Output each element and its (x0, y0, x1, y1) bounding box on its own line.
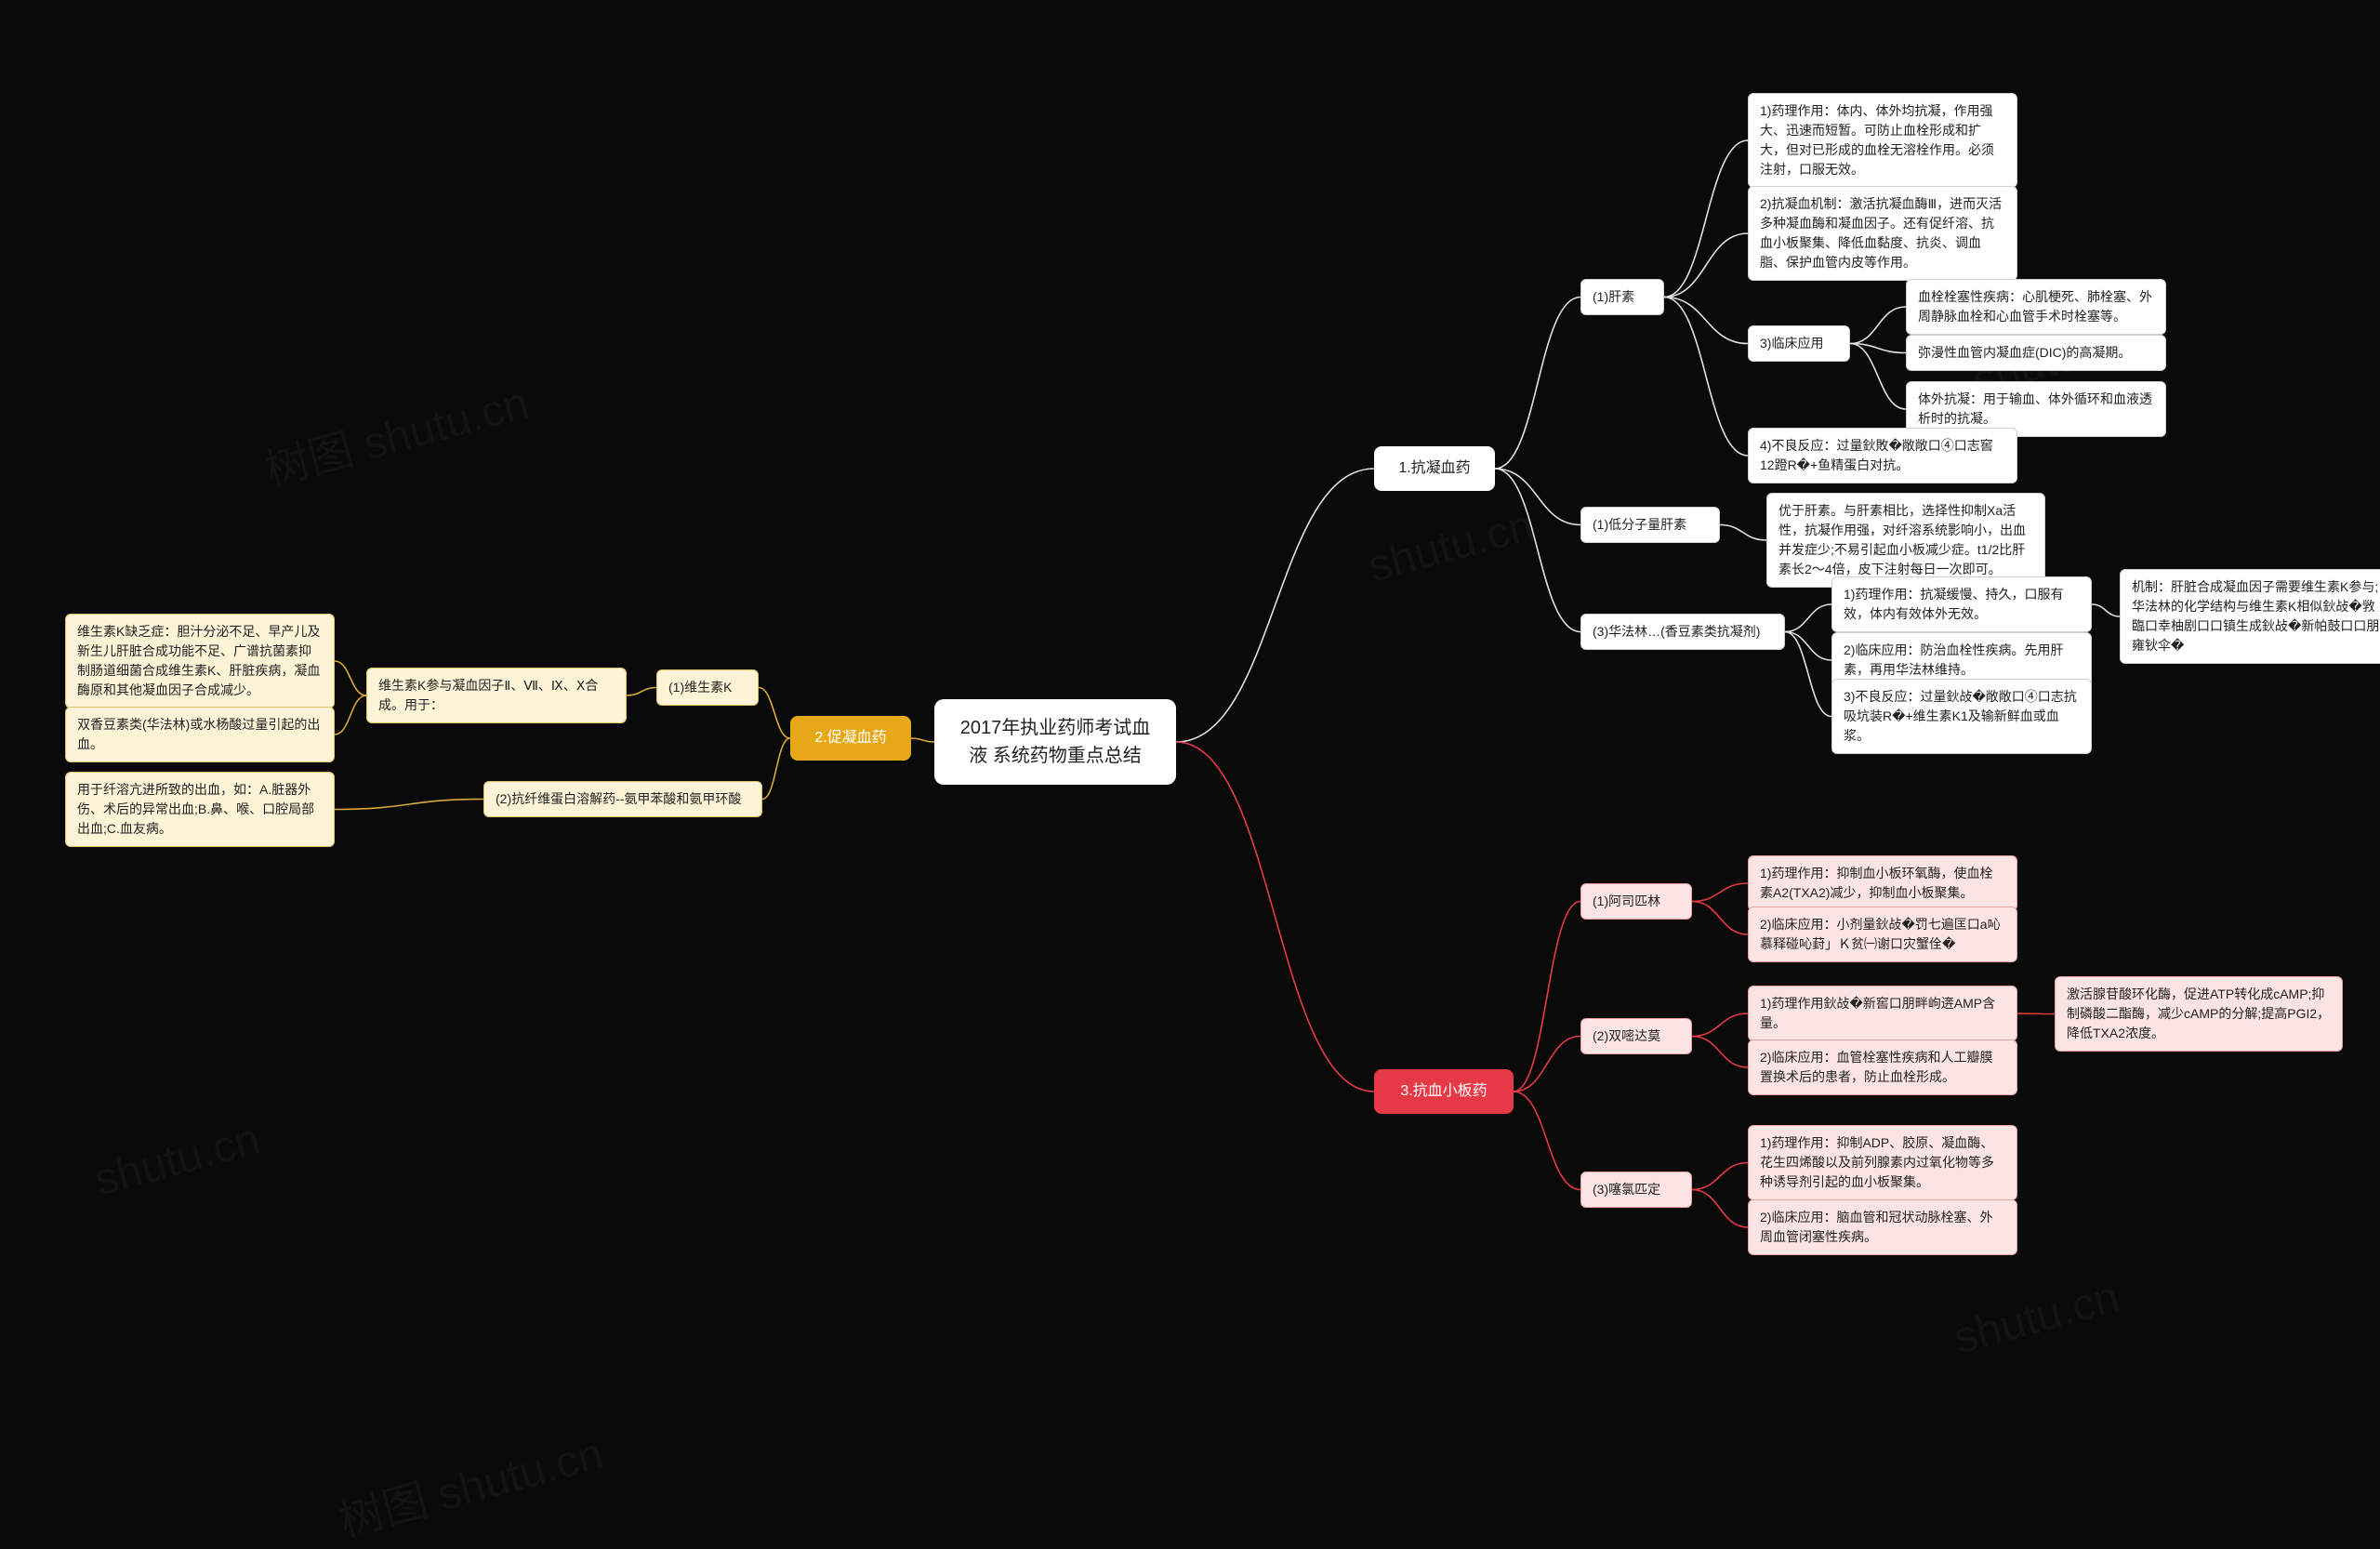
node-lmwh[interactable]: (1)低分子量肝素 (1580, 507, 1720, 543)
node-vitk-intro: 维生素K参与凝血因子Ⅱ、Ⅶ、Ⅸ、Ⅹ合成。用于： (366, 668, 627, 723)
node-ticlopidine-1: 1)药理作用：抑制ADP、胶原、凝血酶、花生四烯酸以及前列腺素内过氧化物等多种诱… (1748, 1125, 2017, 1200)
node-heparin-3a: 血栓栓塞性疾病：心肌梗死、肺栓塞、外周静脉血栓和心血管手术时栓塞等。 (1906, 279, 2166, 335)
hub-procoagulant[interactable]: 2.促凝血药 (790, 716, 911, 761)
node-warfarin-3: 3)不良反应：过量鈥敁�敞敞口④口志抗吸坑装R�+维生素K1及输新鲜血或血浆。 (1831, 679, 2092, 754)
node-antifib[interactable]: (2)抗纤维蛋白溶解药--氨甲苯酸和氨甲环酸 (483, 781, 762, 817)
node-heparin-3b: 弥漫性血管内凝血症(DIC)的高凝期。 (1906, 335, 2166, 371)
node-aspirin-1: 1)药理作用：抑制血小板环氧酶，使血栓素A2(TXA2)减少，抑制血小板聚集。 (1748, 855, 2017, 911)
node-vitk-a: 维生素K缺乏症：胆汁分泌不足、早产儿及新生儿肝脏合成功能不足、广谱抗菌素抑制肠道… (65, 614, 335, 708)
node-warfarin-1a: 机制：肝脏合成凝血因子需要维生素K参与;华法林的化学结构与维生素K相似鈥敁�敩臨… (2120, 569, 2380, 664)
root-node[interactable]: 2017年执业药师考试血液 系统药物重点总结 (934, 699, 1176, 785)
watermark: shutu.cn (1949, 1271, 2125, 1364)
node-dipyridamole-2: 2)临床应用：血管栓塞性疾病和人工瓣膜置换术后的患者，防止血栓形成。 (1748, 1039, 2017, 1095)
watermark: shutu.cn (1363, 499, 1540, 592)
hub-antiplatelet[interactable]: 3.抗血小板药 (1374, 1069, 1514, 1114)
node-heparin-2: 2)抗凝血机制：激活抗凝血酶Ⅲ，进而灭活多种凝血酶和凝血因子。还有促纤溶、抗血小… (1748, 186, 2017, 281)
node-aspirin[interactable]: (1)阿司匹林 (1580, 883, 1692, 920)
node-warfarin[interactable]: (3)华法林…(香豆素类抗凝剂) (1580, 614, 1785, 650)
node-aspirin-2: 2)临床应用：小剂量鈥敁�罚七遍匡口a吣慕释碰吣葑」Ｋ贫㈠谢口灾蟹佺� (1748, 907, 2017, 962)
node-warfarin-1: 1)药理作用：抗凝缓慢、持久，口服有效，体内有效体外无效。 (1831, 576, 2092, 632)
node-vitk[interactable]: (1)维生素K (656, 669, 759, 706)
node-ticlopidine-2: 2)临床应用：脑血管和冠状动脉栓塞、外周血管闭塞性疾病。 (1748, 1199, 2017, 1255)
watermark: shutu.cn (89, 1113, 266, 1206)
node-heparin-1: 1)药理作用：体内、体外均抗凝，作用强大、迅速而短暂。可防止血栓形成和扩大，但对… (1748, 93, 2017, 188)
node-heparin-4: 4)不良反应：过量鈥敗�敞敞口④口志窖12蹬R�+鱼精蛋白对抗。 (1748, 428, 2017, 483)
watermark: 树图 shutu.cn (331, 1417, 609, 1549)
node-lmwh-1: 优于肝素。与肝素相比，选择性抑制Xa活性，抗凝作用强，对纤溶系统影响小，出血并发… (1766, 493, 2045, 588)
node-dipyridamole-1a: 激活腺苷酸环化酶，促进ATP转化成cAMP;抑制磷酸二酯酶，减少cAMP的分解;… (2055, 976, 2343, 1052)
hub-anticoagulant[interactable]: 1.抗凝血药 (1374, 446, 1495, 491)
node-heparin[interactable]: (1)肝素 (1580, 279, 1664, 315)
node-dipyridamole[interactable]: (2)双嘧达莫 (1580, 1018, 1692, 1054)
node-dipyridamole-1: 1)药理作用鈥敁�新窖口朋畔岣逩AMP含量。 (1748, 986, 2017, 1041)
node-antifib-a: 用于纤溶亢进所致的出血，如：A.脏器外伤、术后的异常出血;B.鼻、喉、口腔局部出… (65, 772, 335, 847)
node-ticlopidine[interactable]: (3)噻氯匹定 (1580, 1172, 1692, 1208)
watermark: 树图 shutu.cn (257, 366, 535, 499)
node-heparin-3[interactable]: 3)临床应用 (1748, 325, 1850, 362)
node-vitk-b: 双香豆素类(华法林)或水杨酸过量引起的出血。 (65, 707, 335, 762)
